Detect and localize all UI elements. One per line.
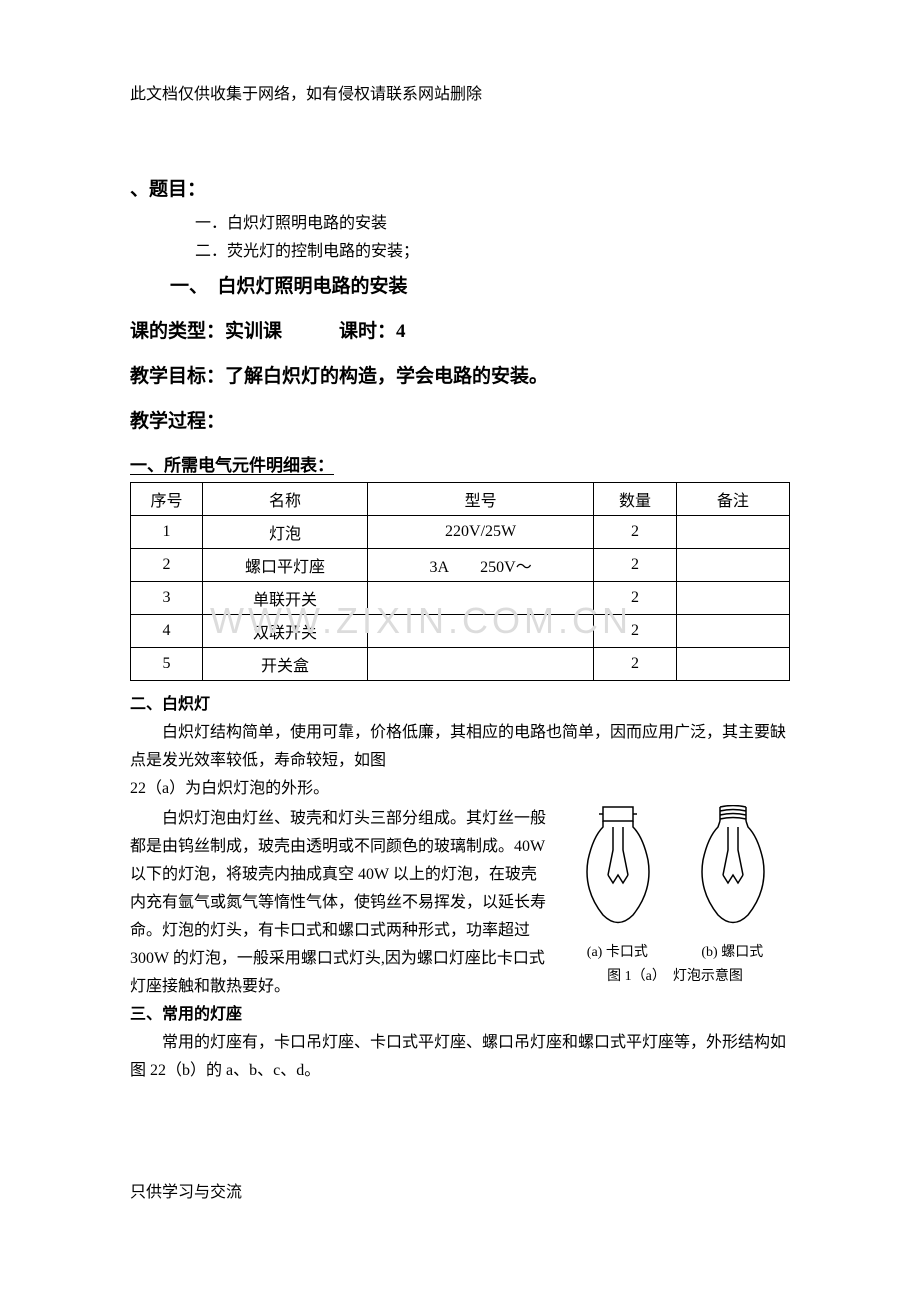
cell: 2 [594,516,676,549]
cell: 5 [131,648,203,681]
cell [676,615,789,648]
subtitle-2: 二．荧光灯的控制电路的安装； [195,237,790,261]
paragraph-1: 白炽灯结构简单，使用可靠，价格低廉，其相应的电路也简单，因而应用广泛，其主要缺点… [130,719,790,775]
cell: 220V/25W [367,516,594,549]
footer-text: 只供学习与交流 [130,1178,242,1202]
table-row: 4 双联开关 2 [131,615,790,648]
bulb-screw-icon [688,805,778,935]
cell [676,582,789,615]
cell: 灯泡 [203,516,368,549]
cell: 2 [594,549,676,582]
cell: 开关盒 [203,648,368,681]
cell: 2 [131,549,203,582]
th-seq: 序号 [131,483,203,516]
th-note: 备注 [676,483,789,516]
cell: 3 [131,582,203,615]
paragraph-2: 22（a）为白炽灯泡的外形。 [130,775,550,803]
cell: 双联开关 [203,615,368,648]
th-name: 名称 [203,483,368,516]
paragraph-4: 常用的灯座有，卡口吊灯座、卡口式平灯座、螺口吊灯座和螺口式平灯座等，外形结构如图… [130,1029,790,1085]
table-row: 3 单联开关 2 [131,582,790,615]
content-row: 22（a）为白炽灯泡的外形。 白炽灯泡由灯丝、玻壳和灯头三部分组成。其灯丝一般都… [130,775,790,1001]
cell: 2 [594,615,676,648]
text-column: 22（a）为白炽灯泡的外形。 白炽灯泡由灯丝、玻壳和灯头三部分组成。其灯丝一般都… [130,775,550,1001]
section-3-title: 三、常用的灯座 [130,1001,790,1029]
subtitle-1: 一．白炽灯照明电路的安装 [195,209,790,233]
cell [367,615,594,648]
table-header-row: 序号 名称 型号 数量 备注 [131,483,790,516]
caption-a: (a) 卡口式 [587,941,648,961]
bulbs-row [560,805,790,935]
header-notice: 此文档仅供收集于网络，如有侵权请联系网站删除 [130,80,790,104]
th-qty: 数量 [594,483,676,516]
figure-title: 图 1（a） 灯泡示意图 [560,965,790,985]
paragraph-3: 白炽灯泡由灯丝、玻壳和灯头三部分组成。其灯丝一般都是由钨丝制成，玻壳由透明或不同… [130,805,550,1001]
cell [367,648,594,681]
sec2-title-text: 二、白炽灯 [130,696,210,713]
components-table: 序号 名称 型号 数量 备注 1 灯泡 220V/25W 2 2 螺口平灯座 3… [130,482,790,681]
process-title: 教学过程： [130,406,790,433]
cell: 2 [594,648,676,681]
cell: 1 [131,516,203,549]
section-2-title: 二、白炽灯 [130,691,790,719]
sec3-title-text: 三、常用的灯座 [130,1006,242,1023]
table-title: 一、所需电气元件明细表： [130,451,790,476]
cell [676,648,789,681]
document-page: 此文档仅供收集于网络，如有侵权请联系网站删除 、题目： 一．白炽灯照明电路的安装… [0,0,920,1145]
topic-label: 、题目： [130,174,790,201]
cell [676,516,789,549]
meta-line: 课的类型：实训课 课时：4 [130,316,790,343]
cell [367,582,594,615]
th-model: 型号 [367,483,594,516]
caption-b: (b) 螺口式 [701,941,763,961]
cell: 单联开关 [203,582,368,615]
bulb-bayonet-icon [573,805,663,935]
cell: 3A 250V～ [367,549,594,582]
table-row: 2 螺口平灯座 3A 250V～ 2 [131,549,790,582]
table-row: 5 开关盒 2 [131,648,790,681]
objective-line: 教学目标：了解白炽灯的构造，学会电路的安装。 [130,361,790,388]
cell: 螺口平灯座 [203,549,368,582]
cell: 4 [131,615,203,648]
cell: 2 [594,582,676,615]
bulb-caption-row: (a) 卡口式 (b) 螺口式 [560,941,790,961]
figure-column: (a) 卡口式 (b) 螺口式 图 1（a） 灯泡示意图 [560,775,790,1001]
section-big-title: 一、 白炽灯照明电路的安装 [170,271,790,298]
table-row: 1 灯泡 220V/25W 2 [131,516,790,549]
cell [676,549,789,582]
